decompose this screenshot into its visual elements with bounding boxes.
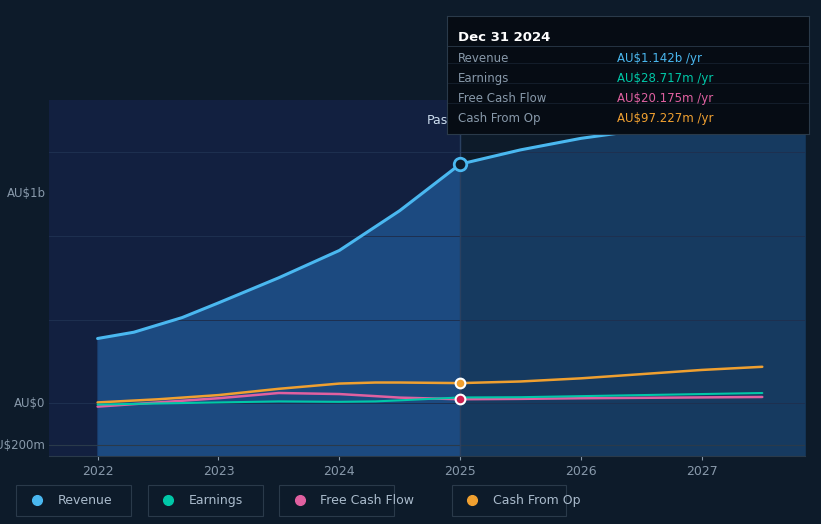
Text: Analysts Forecasts: Analysts Forecasts xyxy=(468,114,584,127)
Text: Past: Past xyxy=(426,114,452,127)
Text: Free Cash Flow: Free Cash Flow xyxy=(320,494,414,507)
Text: Cash From Op: Cash From Op xyxy=(493,494,580,507)
Text: AU$20.175m /yr: AU$20.175m /yr xyxy=(617,92,713,105)
Text: AU$0: AU$0 xyxy=(14,397,45,410)
Text: Dec 31 2024: Dec 31 2024 xyxy=(458,31,551,44)
Text: AU$1b: AU$1b xyxy=(7,188,45,200)
Text: AU$1.142b /yr: AU$1.142b /yr xyxy=(617,52,702,66)
FancyBboxPatch shape xyxy=(279,485,394,516)
Text: Revenue: Revenue xyxy=(57,494,112,507)
Text: Cash From Op: Cash From Op xyxy=(458,113,541,125)
Text: AU$28.717m /yr: AU$28.717m /yr xyxy=(617,72,713,85)
FancyBboxPatch shape xyxy=(16,485,131,516)
FancyBboxPatch shape xyxy=(452,485,566,516)
Text: AU$97.227m /yr: AU$97.227m /yr xyxy=(617,113,713,125)
FancyBboxPatch shape xyxy=(148,485,263,516)
Text: Free Cash Flow: Free Cash Flow xyxy=(458,92,547,105)
Text: Earnings: Earnings xyxy=(458,72,510,85)
Text: -AU$200m: -AU$200m xyxy=(0,439,45,452)
Text: Revenue: Revenue xyxy=(458,52,510,66)
Text: Earnings: Earnings xyxy=(189,494,243,507)
